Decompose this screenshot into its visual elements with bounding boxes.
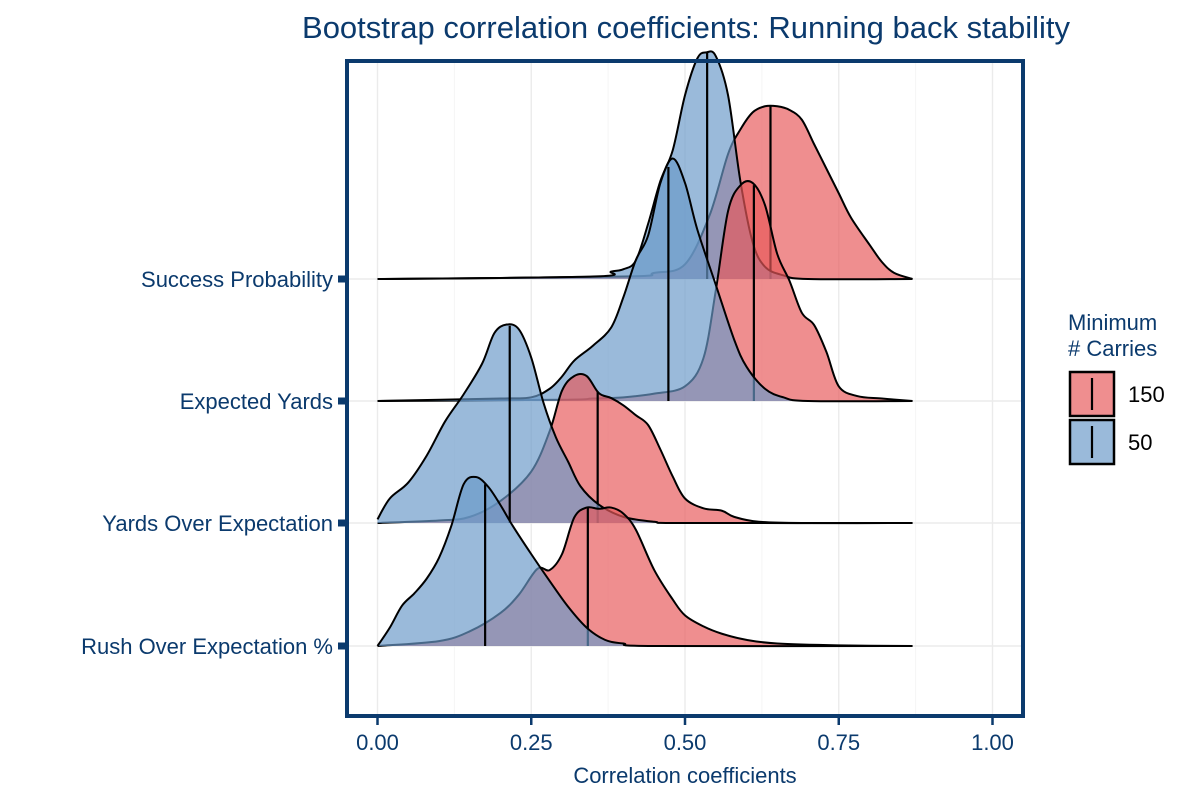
- density-area-expected-yards-150: [377, 181, 913, 401]
- density-layer: [376, 50, 913, 648]
- x-tick-label-1: 0.25: [510, 730, 553, 755]
- x-tick-label-0: 0.00: [356, 730, 399, 755]
- y-tick-label-rush-over-expectation: Rush Over Expectation %: [81, 634, 333, 659]
- y-tick-expected-yards: [338, 397, 345, 405]
- legend: Minimum# Carries 150 50: [1068, 310, 1165, 466]
- y-tick-label-expected-yards: Expected Yards: [180, 389, 333, 414]
- density-area-yards-over-expectation-50: [377, 324, 913, 524]
- density-area-expected-yards-50: [377, 158, 913, 402]
- y-tick-success-probability: [338, 275, 345, 283]
- x-axis-label: Correlation coefficients: [573, 763, 796, 788]
- ridge-yards-over-expectation: [376, 323, 913, 525]
- ridge-rush-over-expectation: [376, 475, 913, 648]
- density-outline-rush-over-expectation-50: [376, 475, 913, 648]
- density-area-success-probability-150: [377, 105, 913, 279]
- y-tick-label-yards-over-expectation: Yards Over Expectation: [102, 511, 333, 536]
- density-area-yards-over-expectation-150: [377, 374, 913, 524]
- density-area-rush-over-expectation-50: [377, 476, 913, 647]
- x-tick-label-4: 1.00: [971, 730, 1014, 755]
- legend-title-line-1: # Carries: [1068, 336, 1157, 361]
- chart-title: Bootstrap correlation coefficients: Runn…: [302, 10, 1070, 45]
- density-outline-expected-yards-50: [377, 157, 913, 403]
- y-tick-label-success-probability: Success Probability: [141, 267, 333, 292]
- ridge-expected-yards: [377, 157, 913, 403]
- x-tick-label-2: 0.50: [664, 730, 707, 755]
- density-outline-yards-over-expectation-50: [376, 323, 913, 525]
- legend-label-150: 150: [1128, 382, 1165, 407]
- x-tick-label-3: 0.75: [817, 730, 860, 755]
- y-tick-yards-over-expectation: [338, 519, 345, 527]
- legend-label-50: 50: [1128, 430, 1152, 455]
- y-tick-rush-over-expectation: [338, 642, 345, 650]
- axes: 0.00 0.25 0.50 0.75 1.00 Rush Over Expectatio…: [81, 267, 1014, 755]
- plot-frame: [345, 59, 1025, 718]
- legend-title-line-0: Minimum: [1068, 310, 1157, 335]
